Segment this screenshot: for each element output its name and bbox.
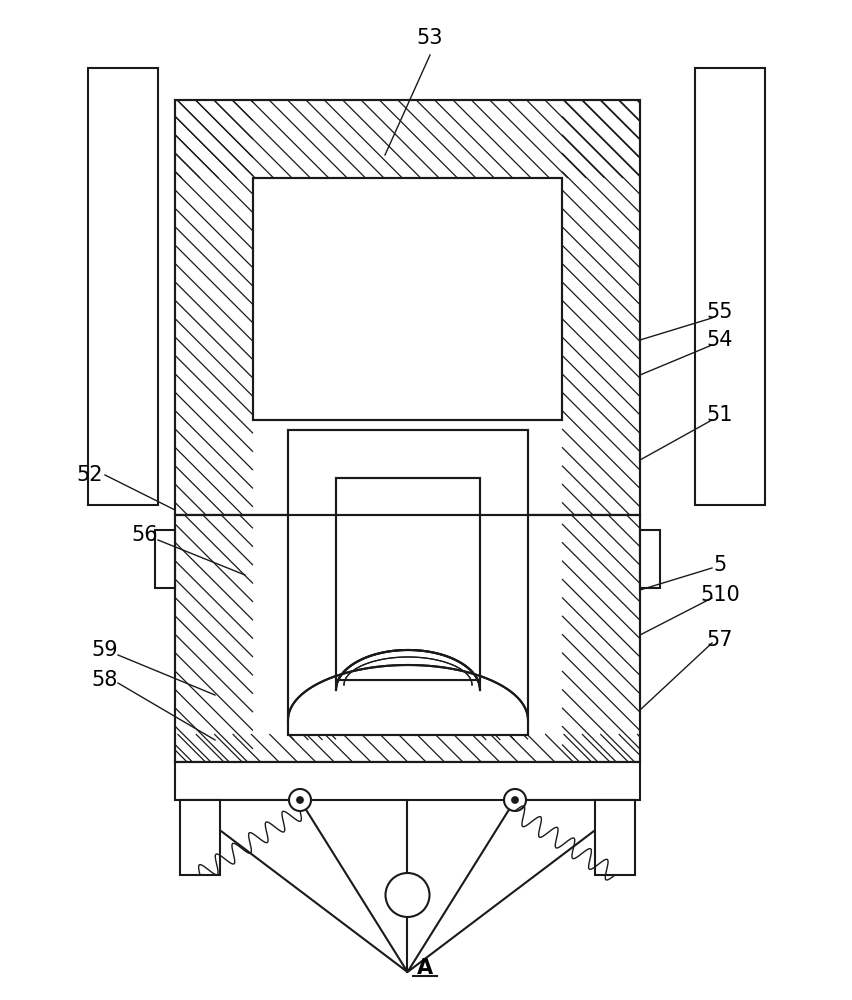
Circle shape bbox=[296, 796, 303, 804]
Bar bbox=[288, 430, 527, 735]
Text: 52: 52 bbox=[77, 465, 103, 485]
Bar bbox=[175, 515, 639, 762]
Bar bbox=[336, 478, 480, 680]
Bar bbox=[88, 68, 158, 505]
Bar bbox=[253, 178, 561, 420]
Bar bbox=[253, 178, 561, 420]
Text: 53: 53 bbox=[417, 28, 443, 48]
Circle shape bbox=[289, 789, 311, 811]
Circle shape bbox=[385, 873, 429, 917]
Polygon shape bbox=[407, 800, 634, 972]
Text: 56: 56 bbox=[131, 525, 158, 545]
Bar bbox=[175, 100, 639, 515]
Text: A: A bbox=[417, 958, 433, 978]
Bar bbox=[336, 478, 480, 680]
Bar bbox=[180, 800, 220, 875]
Polygon shape bbox=[180, 800, 407, 972]
Polygon shape bbox=[336, 650, 480, 690]
Text: 51: 51 bbox=[706, 405, 733, 425]
Bar bbox=[155, 530, 175, 588]
Text: 59: 59 bbox=[91, 640, 118, 660]
Text: 55: 55 bbox=[706, 302, 733, 322]
Text: 58: 58 bbox=[92, 670, 118, 690]
Bar bbox=[175, 100, 639, 515]
Text: 5: 5 bbox=[712, 555, 726, 575]
Bar bbox=[694, 68, 764, 505]
Circle shape bbox=[511, 796, 518, 804]
Bar bbox=[175, 762, 639, 800]
Text: 510: 510 bbox=[699, 585, 739, 605]
Text: 54: 54 bbox=[706, 330, 733, 350]
Bar bbox=[595, 800, 634, 875]
Bar bbox=[639, 530, 659, 588]
Bar bbox=[175, 515, 639, 762]
Text: 57: 57 bbox=[706, 630, 733, 650]
Bar bbox=[288, 430, 527, 735]
Circle shape bbox=[504, 789, 526, 811]
